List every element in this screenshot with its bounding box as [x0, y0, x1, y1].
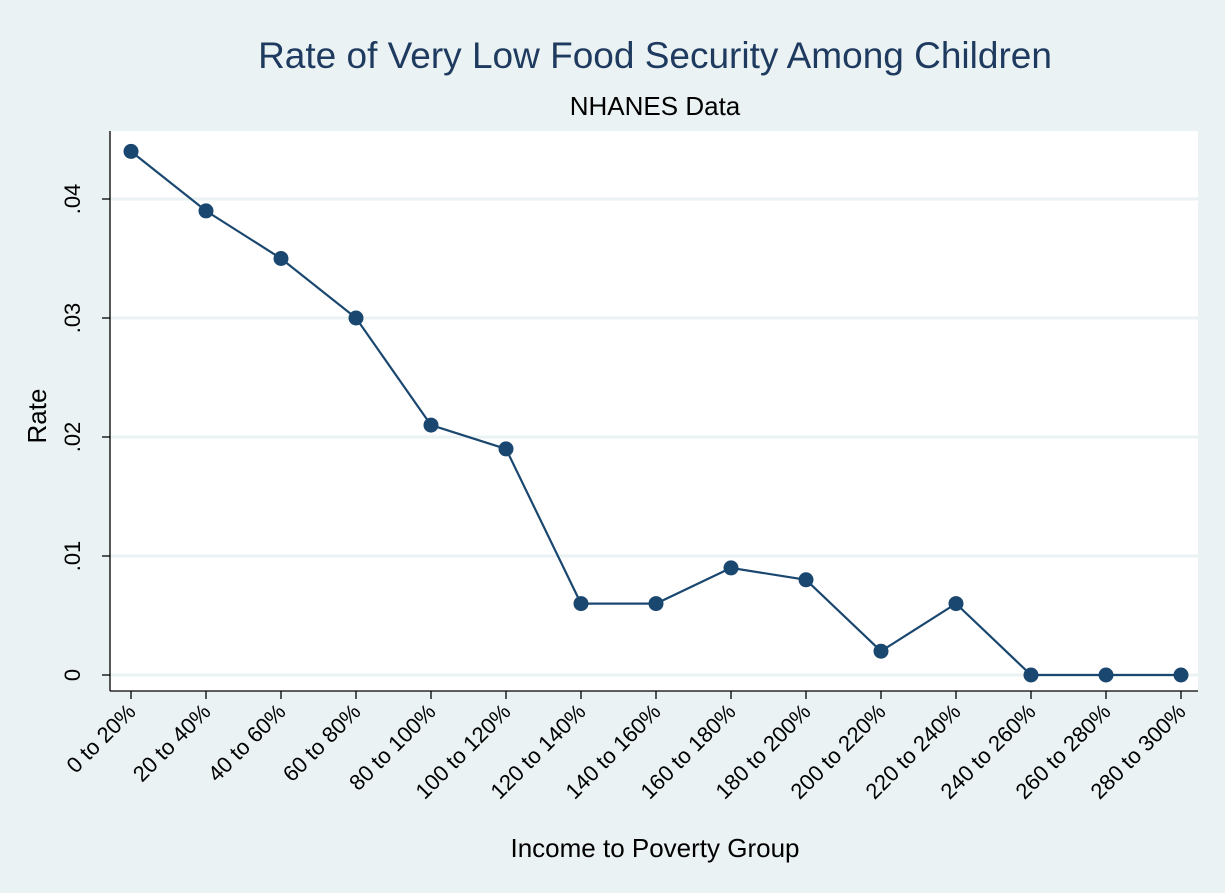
- data-point: [273, 251, 289, 266]
- gridlines: [110, 197, 1198, 677]
- y-tick-label: .02: [60, 422, 85, 453]
- data-point: [798, 572, 814, 588]
- x-axis-ticks: 0 to 20%20 to 40%40 to 60%60 to 80%80 to…: [61, 691, 1191, 804]
- series-group: [123, 143, 1189, 683]
- y-axis-ticks: 0 .01 .02 .03 .04: [60, 184, 110, 681]
- data-point: [1173, 667, 1189, 683]
- axes: [109, 131, 1198, 692]
- x-axis-label: Income to Poverty Group: [510, 833, 799, 863]
- data-point: [648, 596, 664, 612]
- data-point: [423, 417, 439, 433]
- data-point: [1098, 667, 1114, 683]
- data-point: [948, 596, 964, 612]
- data-point: [498, 441, 514, 457]
- data-point: [198, 203, 214, 219]
- chart-title: Rate of Very Low Food Security Among Chi…: [258, 35, 1052, 76]
- y-tick-label: .04: [60, 184, 85, 215]
- y-axis-label: Rate: [22, 389, 52, 444]
- x-tick-label: 40 to 60%: [203, 699, 291, 787]
- data-point: [1023, 667, 1039, 683]
- y-tick-label: .03: [60, 303, 85, 334]
- data-point: [123, 143, 139, 159]
- data-point: [573, 596, 589, 612]
- x-tick-label: 0 to 20%: [61, 699, 140, 778]
- data-point: [348, 310, 364, 326]
- chart-subtitle: NHANES Data: [570, 91, 741, 121]
- x-tick-label: 20 to 40%: [128, 699, 216, 787]
- y-tick-label: .01: [60, 541, 85, 572]
- data-point: [723, 560, 739, 576]
- y-tick-label: 0: [60, 669, 85, 681]
- data-point: [873, 643, 889, 659]
